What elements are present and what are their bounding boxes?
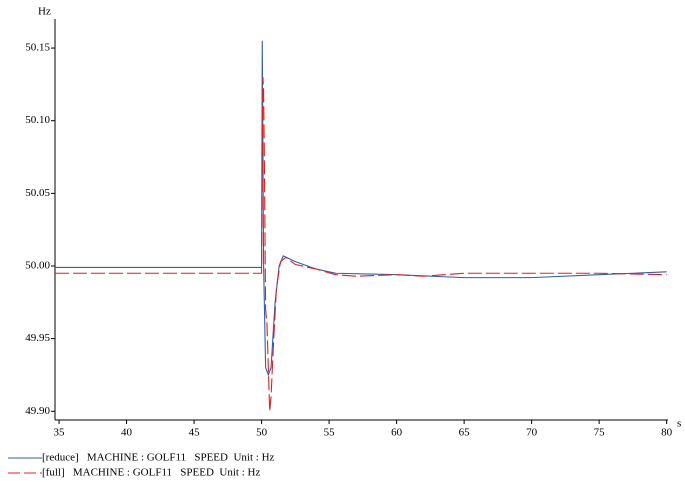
x-tick-label: 70 (526, 427, 538, 439)
x-tick-label: 40 (121, 427, 133, 439)
x-tick-label: 75 (594, 427, 606, 439)
x-tick-label: 45 (189, 427, 201, 439)
y-tick-label: 50.00 (25, 260, 50, 272)
data-line (55, 77, 667, 412)
y-tick-label: 50.10 (25, 114, 50, 126)
y-tick-label: 50.15 (25, 42, 50, 54)
data-line (55, 40, 667, 377)
legend-label: [full] MACHINE : GOLF11 SPEED Unit : Hz (42, 467, 260, 479)
x-tick-label: 55 (324, 427, 336, 439)
y-tick-label: 49.95 (25, 332, 50, 344)
y-axis-label: Hz (38, 6, 51, 18)
x-tick-label: 35 (54, 427, 66, 439)
x-tick-label: 65 (459, 427, 471, 439)
legend-label: [reduce] MACHINE : GOLF11 SPEED Unit : H… (42, 452, 275, 464)
x-axis-label: s (677, 418, 681, 430)
x-tick-label: 50 (256, 427, 268, 439)
x-tick-label: 60 (391, 427, 403, 439)
x-tick-label: 80 (661, 427, 673, 439)
y-tick-label: 50.05 (25, 187, 50, 199)
y-tick-label: 49.90 (25, 405, 50, 417)
